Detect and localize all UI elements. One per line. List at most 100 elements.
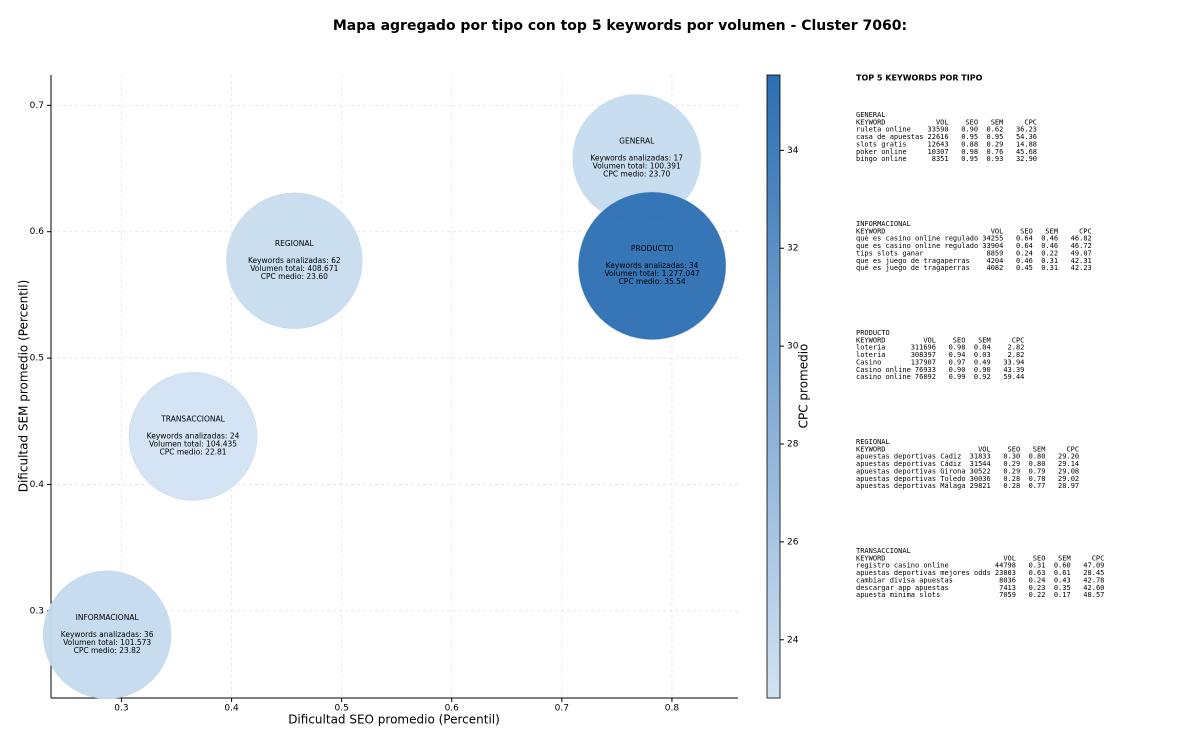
block-header: CPC — [1012, 336, 1025, 344]
block-header: VOL — [991, 227, 1004, 235]
block-cell: 8859 — [986, 249, 1003, 257]
x-axis-label: Dificultad SEO promedio (Percentil) — [288, 713, 500, 727]
block-cell: 42.31 — [1071, 257, 1092, 265]
block-cell: 7059 — [999, 591, 1016, 599]
block-cell: 0.79 — [1029, 467, 1046, 475]
block-cell: 46.72 — [1071, 242, 1092, 250]
block-header: VOL — [936, 118, 949, 126]
bubble-keywords: Keywords analizadas: 36 — [61, 630, 154, 639]
block-cell: casino online — [856, 373, 911, 381]
block-cell: 0.28 — [1003, 482, 1020, 490]
colorbar-label: CPC promedio — [797, 344, 811, 429]
block-cell: 0.88 — [961, 140, 978, 148]
block-header: KEYWORD — [856, 554, 886, 562]
block-cell: 29.14 — [1058, 460, 1079, 468]
block-cell: 0.03 — [974, 351, 991, 359]
block-cell: apuestas deportivas Girona — [856, 467, 966, 475]
block-cell: 0.49 — [974, 358, 991, 366]
block-cell: 8036 — [999, 576, 1016, 584]
block-cell: 0.46 — [1041, 235, 1058, 243]
block-cell: 23803 — [995, 569, 1016, 577]
block-cell: 76092 — [915, 373, 936, 381]
block-cell: 0.31 — [1041, 257, 1058, 265]
block-header: CPC — [1066, 445, 1079, 453]
colorbar-tick-label: 28 — [787, 440, 799, 450]
block-cell: 42.78 — [1083, 576, 1104, 584]
block-cell: 308397 — [911, 351, 936, 359]
bubble-volume: Volumen total: 104.435 — [149, 439, 237, 448]
block-cell: apuestas deportivas Cádiz — [856, 460, 961, 468]
block-cell: 0.64 — [1016, 242, 1033, 250]
block-cell: que es juego de tragaperras — [856, 257, 970, 265]
block-header: VOL — [978, 445, 991, 453]
block-cell: 33.94 — [1003, 358, 1024, 366]
block-cell: 8351 — [932, 155, 949, 163]
block-cell: 0.35 — [1054, 584, 1071, 592]
block-cell: 0.95 — [961, 155, 978, 163]
block-cell: 0.80 — [1029, 460, 1046, 468]
block-cell: registro casino online — [856, 562, 949, 570]
block-cell: slots gratis — [856, 140, 907, 148]
x-tick-label: 0.6 — [445, 704, 460, 714]
bubble-cpc: CPC medio: 35.54 — [619, 277, 686, 286]
block-cell: casa de apuestas — [856, 133, 923, 141]
block-header: CPC — [1079, 227, 1092, 235]
block-cell: 14.88 — [1016, 140, 1037, 148]
block-cell: 137907 — [911, 358, 936, 366]
bubble-volume: Volumen total: 101.573 — [63, 638, 151, 647]
block-cell: 49.07 — [1071, 249, 1092, 257]
block-header: KEYWORD — [856, 445, 886, 453]
colorbar-tick-label: 24 — [787, 635, 799, 645]
block-cell: 31833 — [970, 453, 991, 461]
block-cell: 0.24 — [1016, 249, 1033, 257]
block-cell: Casino — [856, 358, 881, 366]
y-tick-label: 0.3 — [30, 606, 44, 616]
colorbar — [766, 74, 781, 699]
block-cell: 7413 — [999, 584, 1016, 592]
block-name: PRODUCTO — [856, 329, 890, 337]
bubble-cpc: CPC medio: 23.70 — [603, 169, 670, 178]
colorbar-tick-label: 30 — [787, 342, 799, 352]
block-cell: 54.36 — [1016, 133, 1037, 141]
block-cell: 31544 — [970, 460, 991, 468]
block-cell: 33590 — [928, 126, 949, 134]
block-cell: 0.29 — [1003, 467, 1020, 475]
y-tick-label: 0.5 — [30, 354, 44, 364]
block-cell: 0.78 — [1029, 475, 1046, 483]
block-cell: 0.80 — [1029, 453, 1046, 461]
block-cell: tips slots ganar — [856, 249, 923, 257]
colorbar-tick-label: 34 — [787, 146, 799, 156]
block-cell: 0.97 — [949, 358, 966, 366]
bubble-label: REGIONAL — [275, 239, 315, 248]
block-cell: 4204 — [986, 257, 1003, 265]
block-cell: 0.31 — [1041, 264, 1058, 272]
block-cell: 0.17 — [1054, 591, 1071, 599]
x-tick-label: 0.8 — [665, 704, 680, 714]
x-tick-label: 0.3 — [114, 704, 128, 714]
block-name: REGIONAL — [856, 438, 890, 446]
chart-title: Mapa agregado por tipo con top 5 keyword… — [333, 18, 907, 34]
bubble-label: INFORMACIONAL — [76, 613, 140, 622]
block-cell: apuesta minima slots — [856, 591, 940, 599]
block-header: KEYWORD — [856, 336, 886, 344]
block-cell: 2.82 — [1008, 344, 1025, 352]
bubble-keywords: Keywords analizadas: 17 — [590, 153, 683, 162]
block-cell: 0.98 — [949, 344, 966, 352]
block-cell: 0.76 — [986, 148, 1003, 156]
block-cell: 29821 — [970, 482, 991, 490]
block-cell: 10307 — [928, 148, 949, 156]
block-cell: 4082 — [986, 264, 1003, 272]
block-cell: apuestas deportivas Málaga — [856, 482, 966, 490]
block-cell: 44798 — [995, 562, 1016, 570]
block-cell: 0.31 — [1029, 562, 1046, 570]
block-header: CPC — [1024, 118, 1037, 126]
block-cell: 0.95 — [986, 133, 1003, 141]
block-cell: 0.45 — [1016, 264, 1033, 272]
block-cell: 0.43 — [1054, 576, 1071, 584]
block-header: KEYWORD — [856, 118, 886, 126]
block-header: SEM — [1045, 227, 1058, 235]
block-header: SEO — [1020, 227, 1033, 235]
block-cell: qué es casino online regulado — [856, 235, 978, 243]
colorbar-tick-label: 26 — [787, 537, 799, 547]
